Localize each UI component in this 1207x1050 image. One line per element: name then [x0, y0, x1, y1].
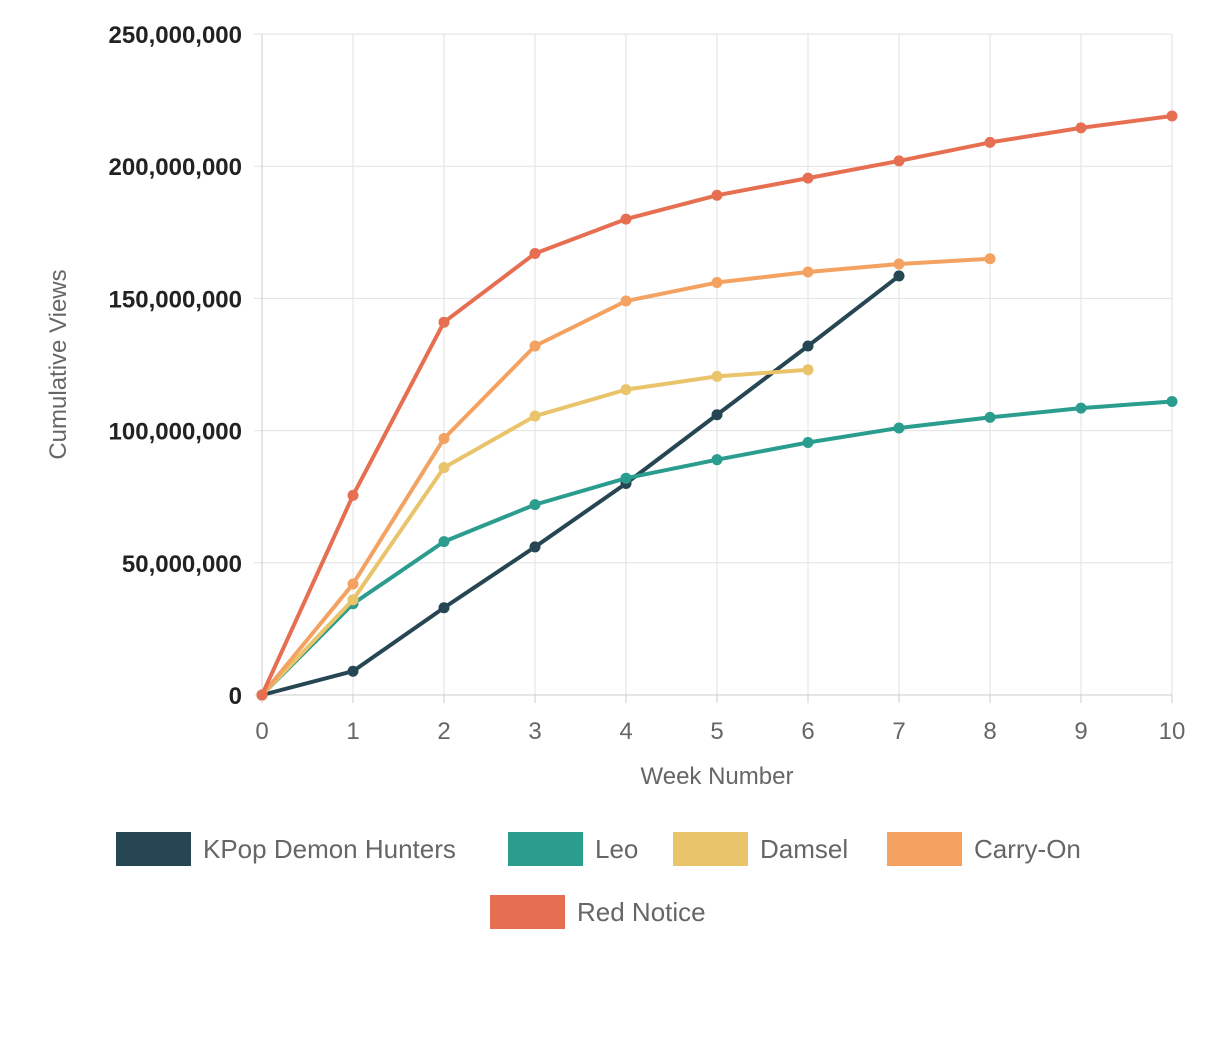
data-point[interactable] — [802, 172, 814, 184]
data-point[interactable] — [347, 489, 359, 501]
legend-swatch — [887, 832, 962, 866]
legend-item[interactable]: Red Notice — [490, 895, 706, 929]
legend-swatch — [116, 832, 191, 866]
legend-label: Red Notice — [577, 897, 706, 927]
legend-item[interactable]: Carry-On — [887, 832, 1081, 866]
y-tick-label: 50,000,000 — [122, 551, 242, 578]
data-point[interactable] — [984, 253, 996, 265]
legend-label: Leo — [595, 834, 638, 864]
x-tick-label: 7 — [892, 718, 905, 745]
x-axis-title: Week Number — [641, 763, 794, 790]
data-point[interactable] — [438, 433, 450, 445]
data-point[interactable] — [347, 665, 359, 677]
y-tick-label: 200,000,000 — [109, 154, 242, 181]
series-lines — [256, 110, 1178, 701]
x-tick-label: 1 — [346, 718, 359, 745]
legend-label: Damsel — [760, 834, 848, 864]
data-point[interactable] — [984, 411, 996, 423]
data-point[interactable] — [620, 295, 632, 307]
x-tick-label: 2 — [437, 718, 450, 745]
legend-item[interactable]: KPop Demon Hunters — [116, 832, 456, 866]
data-point[interactable] — [438, 536, 450, 548]
y-tick-label: 0 — [229, 683, 242, 710]
data-point[interactable] — [347, 594, 359, 606]
x-tick-label: 4 — [619, 718, 632, 745]
x-tick-label: 6 — [801, 718, 814, 745]
data-point[interactable] — [529, 340, 541, 352]
x-tick-label: 10 — [1159, 718, 1186, 745]
legend-label: KPop Demon Hunters — [203, 834, 456, 864]
data-point[interactable] — [620, 384, 632, 396]
data-point[interactable] — [893, 270, 905, 282]
series-kpop-demon-hunters — [256, 270, 905, 701]
tick-labels: 0 1 2 3 4 5 6 7 8 9 10 0 50,000,000 100,000,000 150,00… — [109, 22, 1186, 745]
data-point[interactable] — [711, 370, 723, 382]
data-point[interactable] — [438, 316, 450, 328]
y-tick-label: 100,000,000 — [109, 419, 242, 446]
x-tick-label: 5 — [710, 718, 723, 745]
data-point[interactable] — [620, 213, 632, 225]
data-point[interactable] — [438, 602, 450, 614]
data-point[interactable] — [802, 364, 814, 376]
data-point[interactable] — [711, 277, 723, 289]
series-red-notice — [256, 110, 1178, 701]
data-point[interactable] — [711, 454, 723, 466]
data-point[interactable] — [711, 189, 723, 201]
data-point[interactable] — [802, 266, 814, 278]
data-point[interactable] — [984, 136, 996, 148]
data-point[interactable] — [529, 247, 541, 259]
legend-swatch — [490, 895, 565, 929]
x-tick-label: 8 — [983, 718, 996, 745]
x-tick-label: 3 — [528, 718, 541, 745]
data-point[interactable] — [802, 340, 814, 352]
legend-swatch — [673, 832, 748, 866]
data-point[interactable] — [1075, 122, 1087, 134]
series-carry-on — [256, 253, 996, 701]
data-point[interactable] — [802, 436, 814, 448]
data-point[interactable] — [893, 258, 905, 270]
legend-item[interactable]: Damsel — [673, 832, 848, 866]
y-axis-title: Cumulative Views — [45, 269, 72, 459]
series-line — [260, 273, 901, 697]
y-tick-label: 150,000,000 — [109, 286, 242, 313]
data-point[interactable] — [529, 410, 541, 422]
data-point[interactable] — [529, 499, 541, 511]
data-point[interactable] — [438, 462, 450, 474]
x-tick-label: 9 — [1074, 718, 1087, 745]
data-point[interactable] — [711, 409, 723, 421]
y-tick-label: 250,000,000 — [109, 22, 242, 49]
legend-swatch — [508, 832, 583, 866]
data-point[interactable] — [347, 578, 359, 590]
legend: KPop Demon Hunters Leo Damsel Carry-On Red N… — [116, 832, 1081, 929]
data-point[interactable] — [893, 155, 905, 167]
data-point[interactable] — [529, 541, 541, 553]
data-point[interactable] — [620, 472, 632, 484]
data-point[interactable] — [893, 422, 905, 434]
data-point[interactable] — [1075, 402, 1087, 414]
legend-label: Carry-On — [974, 834, 1081, 864]
legend-item[interactable]: Leo — [508, 832, 638, 866]
x-tick-label: 0 — [255, 718, 268, 745]
data-point[interactable] — [256, 689, 268, 701]
grid-lines — [254, 33, 1173, 696]
data-point[interactable] — [1166, 396, 1178, 408]
data-point[interactable] — [1166, 110, 1178, 122]
